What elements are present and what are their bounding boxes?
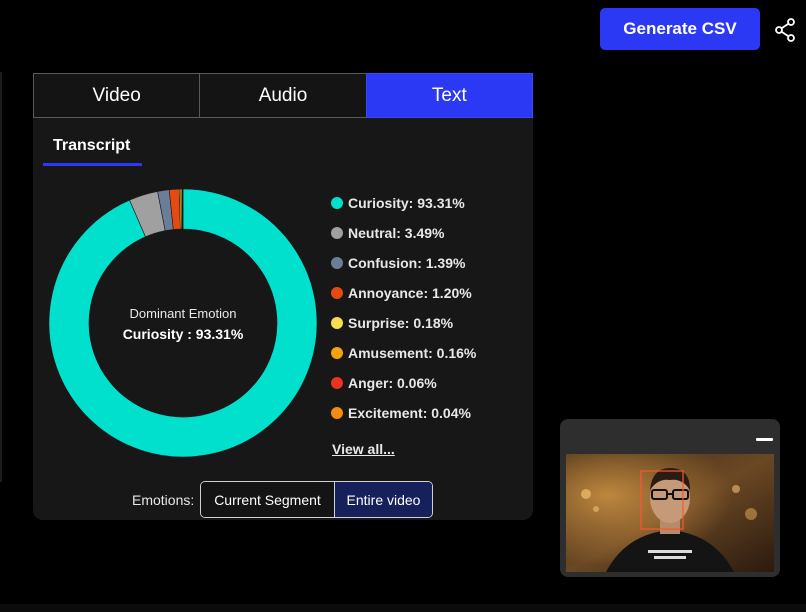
emotion-legend: Curiosity: 93.31% Neutral: 3.49% Confusi…	[331, 188, 476, 428]
emotions-filter-label: Emotions:	[132, 492, 195, 508]
donut-dominant-value: Curiosity : 93.31%	[122, 326, 244, 342]
tab-transcript[interactable]: Transcript	[43, 131, 142, 166]
share-icon[interactable]	[772, 16, 798, 44]
minimize-icon[interactable]	[756, 438, 773, 441]
legend-dot-amusement	[331, 347, 343, 359]
legend-dot-neutral	[331, 227, 343, 239]
legend-item-surprise: Surprise: 0.18%	[331, 308, 476, 338]
active-tab-underline	[43, 163, 142, 166]
legend-item-amusement: Amusement: 0.16%	[331, 338, 476, 368]
legend-label: Amusement: 0.16%	[348, 345, 477, 361]
video-preview-window[interactable]	[560, 419, 780, 577]
legend-dot-annoyance	[331, 287, 343, 299]
legend-dot-excitement	[331, 407, 343, 419]
legend-label: Anger: 0.06%	[348, 375, 437, 391]
left-panel-edge	[0, 72, 2, 482]
legend-label: Confusion: 1.39%	[348, 255, 466, 271]
legend-dot-curiosity	[331, 197, 343, 209]
legend-item-annoyance: Annoyance: 1.20%	[331, 278, 476, 308]
legend-item-excitement: Excitement: 0.04%	[331, 398, 476, 428]
legend-dot-confusion	[331, 257, 343, 269]
tab-video[interactable]: Video	[33, 73, 201, 118]
view-all-link[interactable]: View all...	[332, 441, 395, 457]
legend-dot-surprise	[331, 317, 343, 329]
emotion-scope-toggle: Current Segment Entire video	[200, 481, 433, 518]
tab-audio[interactable]: Audio	[199, 73, 367, 118]
donut-title: Dominant Emotion	[129, 306, 237, 321]
entire-video-button[interactable]: Entire video	[335, 482, 432, 517]
legend-label: Surprise: 0.18%	[348, 315, 454, 331]
emotion-donut-chart: Dominant Emotion Curiosity : 93.31%	[48, 188, 318, 458]
legend-item-neutral: Neutral: 3.49%	[331, 218, 476, 248]
donut-svg	[48, 188, 318, 458]
legend-label: Curiosity: 93.31%	[348, 195, 465, 211]
video-thumbnail[interactable]	[566, 454, 774, 572]
tab-transcript-label: Transcript	[53, 137, 131, 154]
legend-label: Excitement: 0.04%	[348, 405, 471, 421]
donut-slice-curiosity	[48, 188, 318, 458]
analysis-panel: Video Audio Text Transcript Dominant Emo…	[33, 73, 533, 520]
legend-item-curiosity: Curiosity: 93.31%	[331, 188, 476, 218]
tab-text[interactable]: Text	[365, 73, 533, 118]
modality-tabs: Video Audio Text	[33, 73, 533, 118]
bottom-status-bar	[0, 604, 806, 612]
current-segment-button[interactable]: Current Segment	[201, 482, 335, 517]
legend-label: Annoyance: 1.20%	[348, 285, 472, 301]
legend-item-anger: Anger: 0.06%	[331, 368, 476, 398]
legend-dot-anger	[331, 377, 343, 389]
legend-label: Neutral: 3.49%	[348, 225, 445, 241]
generate-csv-button[interactable]: Generate CSV	[600, 8, 760, 50]
legend-item-confusion: Confusion: 1.39%	[331, 248, 476, 278]
